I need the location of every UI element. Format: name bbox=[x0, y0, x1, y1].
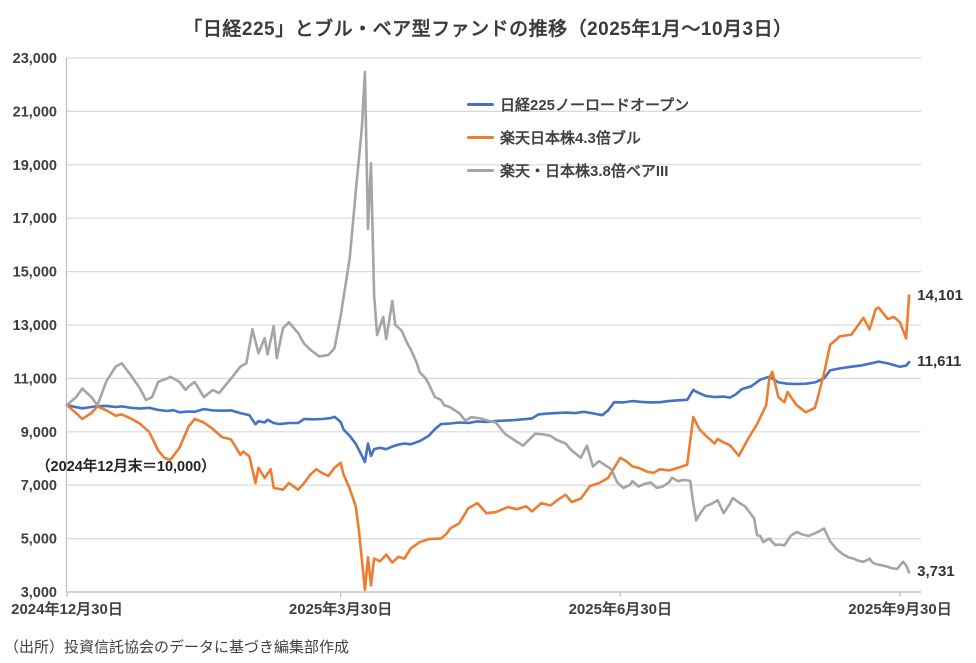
legend-item-2: 楽天・日本株3.8倍ベアIII bbox=[467, 154, 689, 187]
y-axis-tick-label: 7,000 bbox=[21, 478, 57, 494]
legend-label: 楽天日本株4.3倍ブル bbox=[500, 130, 641, 147]
legend-line-swatch bbox=[467, 102, 494, 107]
x-axis-tick-label: 2025年6月30日 bbox=[569, 600, 672, 618]
series-end-value-1: 14,101 bbox=[917, 286, 963, 304]
chart-title: 「日経225」とブル・ベア型ファンドの推移（2025年1月～10月3日） bbox=[183, 19, 793, 40]
x-axis-tick-label: 2024年12月30日 bbox=[11, 600, 123, 618]
annotation-base-value: （2024年12月末＝10,000） bbox=[36, 459, 216, 475]
y-axis-tick-label: 5,000 bbox=[21, 532, 57, 548]
y-axis-tick-label: 19,000 bbox=[13, 158, 57, 174]
y-axis-tick-label: 13,000 bbox=[13, 318, 57, 334]
y-axis-tick-label: 3,000 bbox=[21, 585, 57, 601]
source-note: （出所）投資信託協会のデータに基づき編集部作成 bbox=[4, 639, 350, 656]
series-line-2 bbox=[65, 70, 911, 574]
legend-line-swatch bbox=[467, 135, 494, 140]
legend-item-1: 楽天日本株4.3倍ブル bbox=[467, 121, 689, 154]
legend-label: 楽天・日本株3.8倍ベアIII bbox=[500, 163, 669, 180]
legend-item-0: 日経225ノーロードオープン bbox=[467, 88, 689, 121]
y-axis-tick-label: 23,000 bbox=[13, 51, 57, 67]
series-line-1 bbox=[65, 294, 911, 592]
y-axis-tick-label: 21,000 bbox=[13, 104, 57, 120]
series-end-value-2: 3,731 bbox=[917, 563, 955, 581]
legend-label: 日経225ノーロードオープン bbox=[500, 97, 690, 114]
legend-line-swatch bbox=[467, 168, 494, 173]
legend: 日経225ノーロードオープン 楽天日本株4.3倍ブル楽天・日本株3.8倍ベアIII bbox=[467, 88, 689, 187]
y-axis-tick-label: 11,000 bbox=[13, 371, 57, 387]
x-axis-tick-label: 2025年9月30日 bbox=[848, 600, 951, 618]
y-axis-tick-label: 9,000 bbox=[21, 425, 57, 441]
x-axis-tick-label: 2025年3月30日 bbox=[289, 600, 392, 618]
y-axis-tick-label: 17,000 bbox=[13, 211, 57, 227]
series-end-value-0: 11,611 bbox=[917, 353, 962, 371]
series-line-0 bbox=[65, 360, 911, 464]
y-axis-tick-label: 15,000 bbox=[13, 265, 57, 281]
